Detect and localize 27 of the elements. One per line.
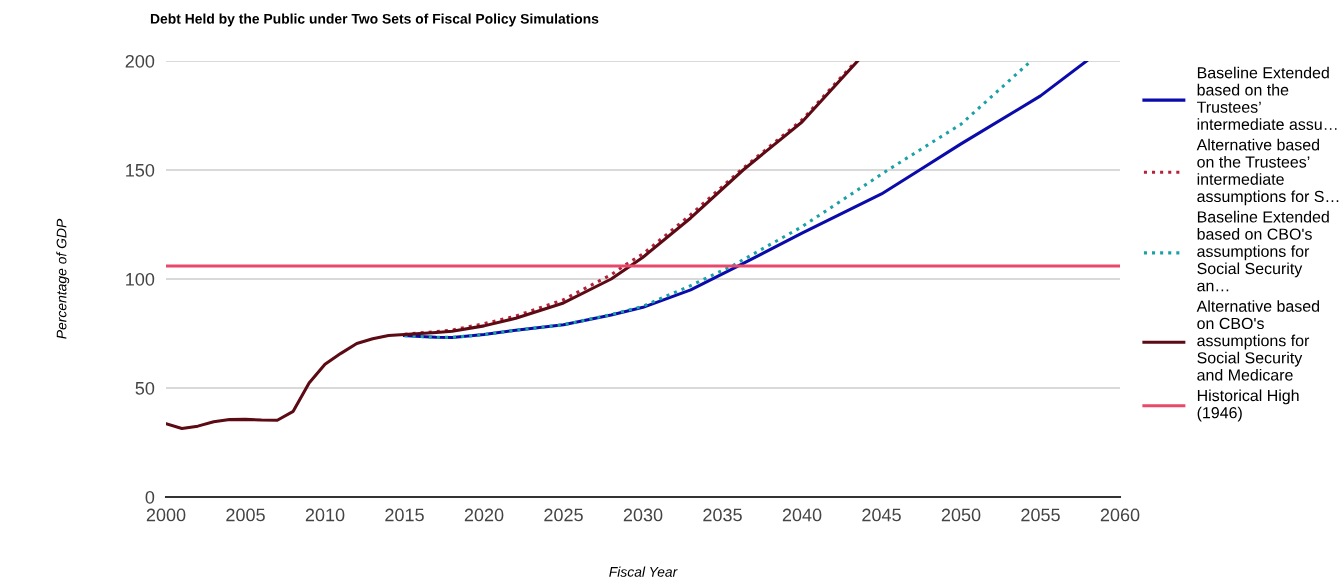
x-tick-label: 2045 <box>862 508 901 522</box>
y-tick-label: 150 <box>126 163 155 177</box>
y-tick-label: 50 <box>135 381 155 395</box>
x-tick-label: 2030 <box>623 508 663 522</box>
x-tick-label: 2050 <box>941 508 981 522</box>
x-tick-label: 2015 <box>385 508 424 522</box>
x-axis-title: Fiscal Year <box>609 566 678 577</box>
legend-label: Alternative based on the Trustees’ intermediate assumptions for S… <box>1196 138 1339 206</box>
x-tick-label: 2040 <box>782 508 822 522</box>
x-tick-label: 2010 <box>305 508 345 522</box>
chart-title: Debt Held by the Public under Two Sets of Fiscal Policy Simulations <box>150 13 599 27</box>
x-tick-label: 2020 <box>464 508 504 522</box>
x-tick-label: 2005 <box>226 508 265 522</box>
y-axis-title: Percentage of GDP <box>56 218 70 339</box>
legend-label: Baseline Extended based on CBO's assumptions for Social Security an… <box>1197 210 1329 292</box>
y-tick-label: 200 <box>125 54 155 68</box>
legend-label: Baseline Extended based on the Trustees’ intermediate assu… <box>1196 66 1337 130</box>
x-tick-label: 2025 <box>544 508 583 522</box>
x-tick-label: 2035 <box>703 508 742 522</box>
x-tick-label: 2055 <box>1021 508 1060 522</box>
legend-label: Alternative based on CBO's assumptions for Social Security and Medicare <box>1196 300 1320 381</box>
x-tick-label: 2000 <box>146 508 186 522</box>
y-tick-label: 0 <box>145 490 155 504</box>
x-tick-label: 2060 <box>1100 508 1140 522</box>
y-tick-label: 100 <box>126 272 155 286</box>
legend-label: Historical High (1946) <box>1197 389 1299 422</box>
line-series <box>166 61 860 431</box>
